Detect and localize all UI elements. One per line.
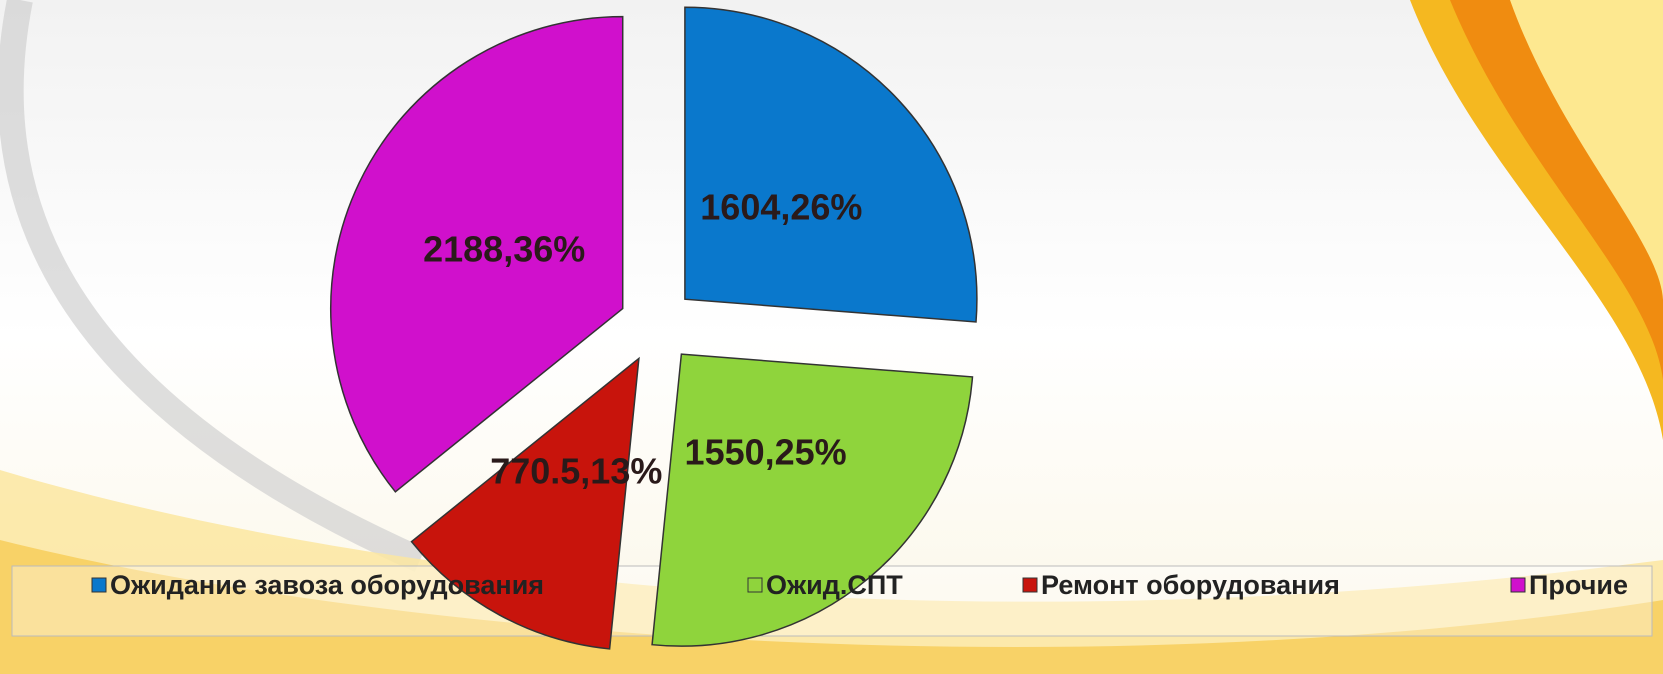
legend-marker — [91, 577, 107, 593]
data-label: 770.5,13% — [490, 450, 662, 491]
data-label: 1604,26% — [700, 186, 862, 227]
pie-slice — [684, 6, 978, 323]
legend-marker — [1510, 577, 1526, 593]
legend-marker — [1022, 577, 1038, 593]
legend-label: Прочие — [1529, 570, 1628, 600]
decor-swoosh — [0, 540, 1663, 674]
legend-marker — [747, 577, 763, 593]
legend: Ожидание завоза оборудования Ожид.СПТ Ремо… — [91, 570, 1628, 600]
legend-label: Ожид.СПТ — [766, 570, 903, 600]
decor-swoosh — [1510, 0, 1663, 300]
legend-label: Ремонт оборудования — [1041, 570, 1340, 600]
pie-slice — [329, 15, 624, 493]
pie-slice — [410, 356, 640, 650]
data-label: 1550,25% — [685, 431, 847, 472]
data-label: 2188,36% — [423, 228, 585, 269]
pie: 1604,26% 1550,25% 770.5,13% 2188,36% — [329, 6, 978, 650]
legend-label: Ожидание завоза оборудования — [110, 570, 544, 600]
pie-slice — [651, 353, 974, 647]
decor-swoosh — [0, 0, 426, 572]
